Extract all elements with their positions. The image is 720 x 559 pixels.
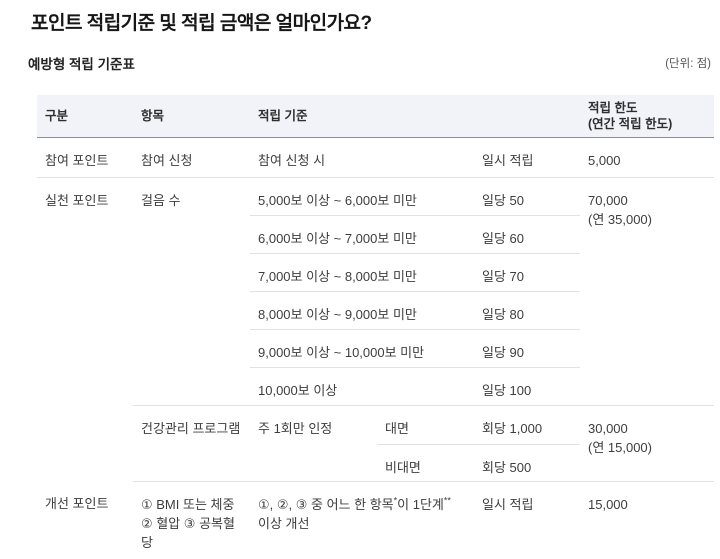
row-walking-step-2: 6,000보 이상 ~ 7,000보 미만 일당 60 <box>37 215 714 254</box>
header-criteria: 적립 기준 <box>250 95 580 138</box>
table-caption: 예방형 적립 기준표 <box>28 57 135 72</box>
criteria-table: 구분 항목 적립 기준 적립 한도 (연간 적립 한도) 참여 포인트 참여 신… <box>37 95 714 559</box>
row-walking-step-6: 10,000보 이상 일당 100 <box>37 367 714 406</box>
health-limit-sub: (연 15,000) <box>588 439 652 455</box>
row-walking-step-5: 9,000보 이상 ~ 10,000보 미만 일당 90 <box>37 329 714 368</box>
cell-step-range: 10,000보 이상 <box>250 367 474 406</box>
improvement-criteria-text: ①, ②, ③ 중 어느 한 항목 <box>258 496 394 512</box>
cell-health-criteria: 주 1회만 인정 <box>250 405 377 482</box>
header-limit-line2: (연간 적립 한도) <box>588 116 673 131</box>
cell-step-rate: 일당 90 <box>474 329 580 368</box>
cell-improvement-points: 15,000 <box>588 496 628 512</box>
cell-step-rate: 일당 60 <box>474 215 580 254</box>
cell-improvement-item: ① BMI 또는 체중 ② 혈압 ③ 공복혈당 <box>141 496 235 550</box>
cell-step-range: 6,000보 이상 ~ 7,000보 미만 <box>250 215 474 254</box>
cell-health-mode: 대면 <box>377 405 474 445</box>
cell-health-rate: 회당 1,000 <box>474 405 580 445</box>
cell-participation-item: 참여 신청 <box>133 137 250 178</box>
row-walking-step-3: 7,000보 이상 ~ 8,000보 미만 일당 70 <box>37 253 714 292</box>
cell-practice-category: 실천 포인트 <box>45 192 109 208</box>
cell-improvement-criteria: ①, ②, ③ 중 어느 한 항목*이 1단계** 이상 개선 <box>250 481 474 559</box>
cell-health-mode: 비대면 <box>377 444 474 482</box>
page-title: 포인트 적립기준 및 적립 금액은 얼마인가요? <box>31 13 372 34</box>
cell-step-rate: 일당 80 <box>474 291 580 330</box>
unit-note: (단위: 점) <box>665 58 711 70</box>
health-limit-main: 30,000 <box>588 420 628 436</box>
walking-limit-sub: (연 35,000) <box>588 211 652 227</box>
row-health-program-2: 비대면 회당 500 <box>37 444 714 482</box>
cell-participation-points: 5,000 <box>580 137 714 178</box>
row-participation: 참여 포인트 참여 신청 참여 신청 시 일시 적립 5,000 <box>37 137 714 178</box>
cell-improvement-category: 개선 포인트 <box>45 496 109 511</box>
row-health-program-1: 건강관리 프로그램 주 1회만 인정 대면 회당 1,000 30,000 (연… <box>37 405 714 482</box>
cell-step-rate: 일당 70 <box>474 253 580 292</box>
cell-health-limit: 30,000 (연 15,000) <box>580 405 714 482</box>
cell-participation-category: 참여 포인트 <box>37 137 133 178</box>
improvement-criteria-text: 이상 개선 <box>258 515 310 531</box>
cell-step-range: 5,000보 이상 ~ 6,000보 미만 <box>250 177 474 216</box>
header-item: 항목 <box>133 95 250 138</box>
cell-improvement-timing: 일시 적립 <box>482 496 534 512</box>
footnote-marker-2: ** <box>443 495 451 506</box>
cell-step-range: 8,000보 이상 ~ 9,000보 미만 <box>250 291 474 330</box>
cell-health-rate: 회당 500 <box>474 444 580 482</box>
cell-step-rate: 일당 50 <box>474 177 580 216</box>
cell-health-item: 건강관리 프로그램 <box>133 405 250 482</box>
row-walking-step-1: 실천 포인트 걸음 수 5,000보 이상 ~ 6,000보 미만 일당 50 … <box>37 177 714 406</box>
walking-limit-main: 70,000 <box>588 192 628 208</box>
cell-walking-item: 걸음 수 <box>133 177 250 406</box>
cell-walking-limit: 70,000 (연 35,000) <box>580 177 714 406</box>
row-improvement: 개선 포인트 ① BMI 또는 체중 ② 혈압 ③ 공복혈당 ①, ②, ③ 중… <box>37 481 714 559</box>
header-limit-line1: 적립 한도 <box>588 100 638 115</box>
cell-step-rate: 일당 100 <box>474 367 580 406</box>
cell-step-range: 9,000보 이상 ~ 10,000보 미만 <box>250 329 474 368</box>
cell-participation-timing: 일시 적립 <box>474 137 580 178</box>
header-category: 구분 <box>37 95 133 138</box>
footnote-marker-1: * <box>393 495 398 506</box>
cell-participation-criteria: 참여 신청 시 <box>250 137 474 178</box>
improvement-criteria-text: 이 1단계 <box>397 496 444 512</box>
header-limit: 적립 한도 (연간 적립 한도) <box>580 95 714 138</box>
row-walking-step-4: 8,000보 이상 ~ 9,000보 미만 일당 80 <box>37 291 714 330</box>
header-row: 구분 항목 적립 기준 적립 한도 (연간 적립 한도) <box>37 95 714 138</box>
cell-step-range: 7,000보 이상 ~ 8,000보 미만 <box>250 253 474 292</box>
